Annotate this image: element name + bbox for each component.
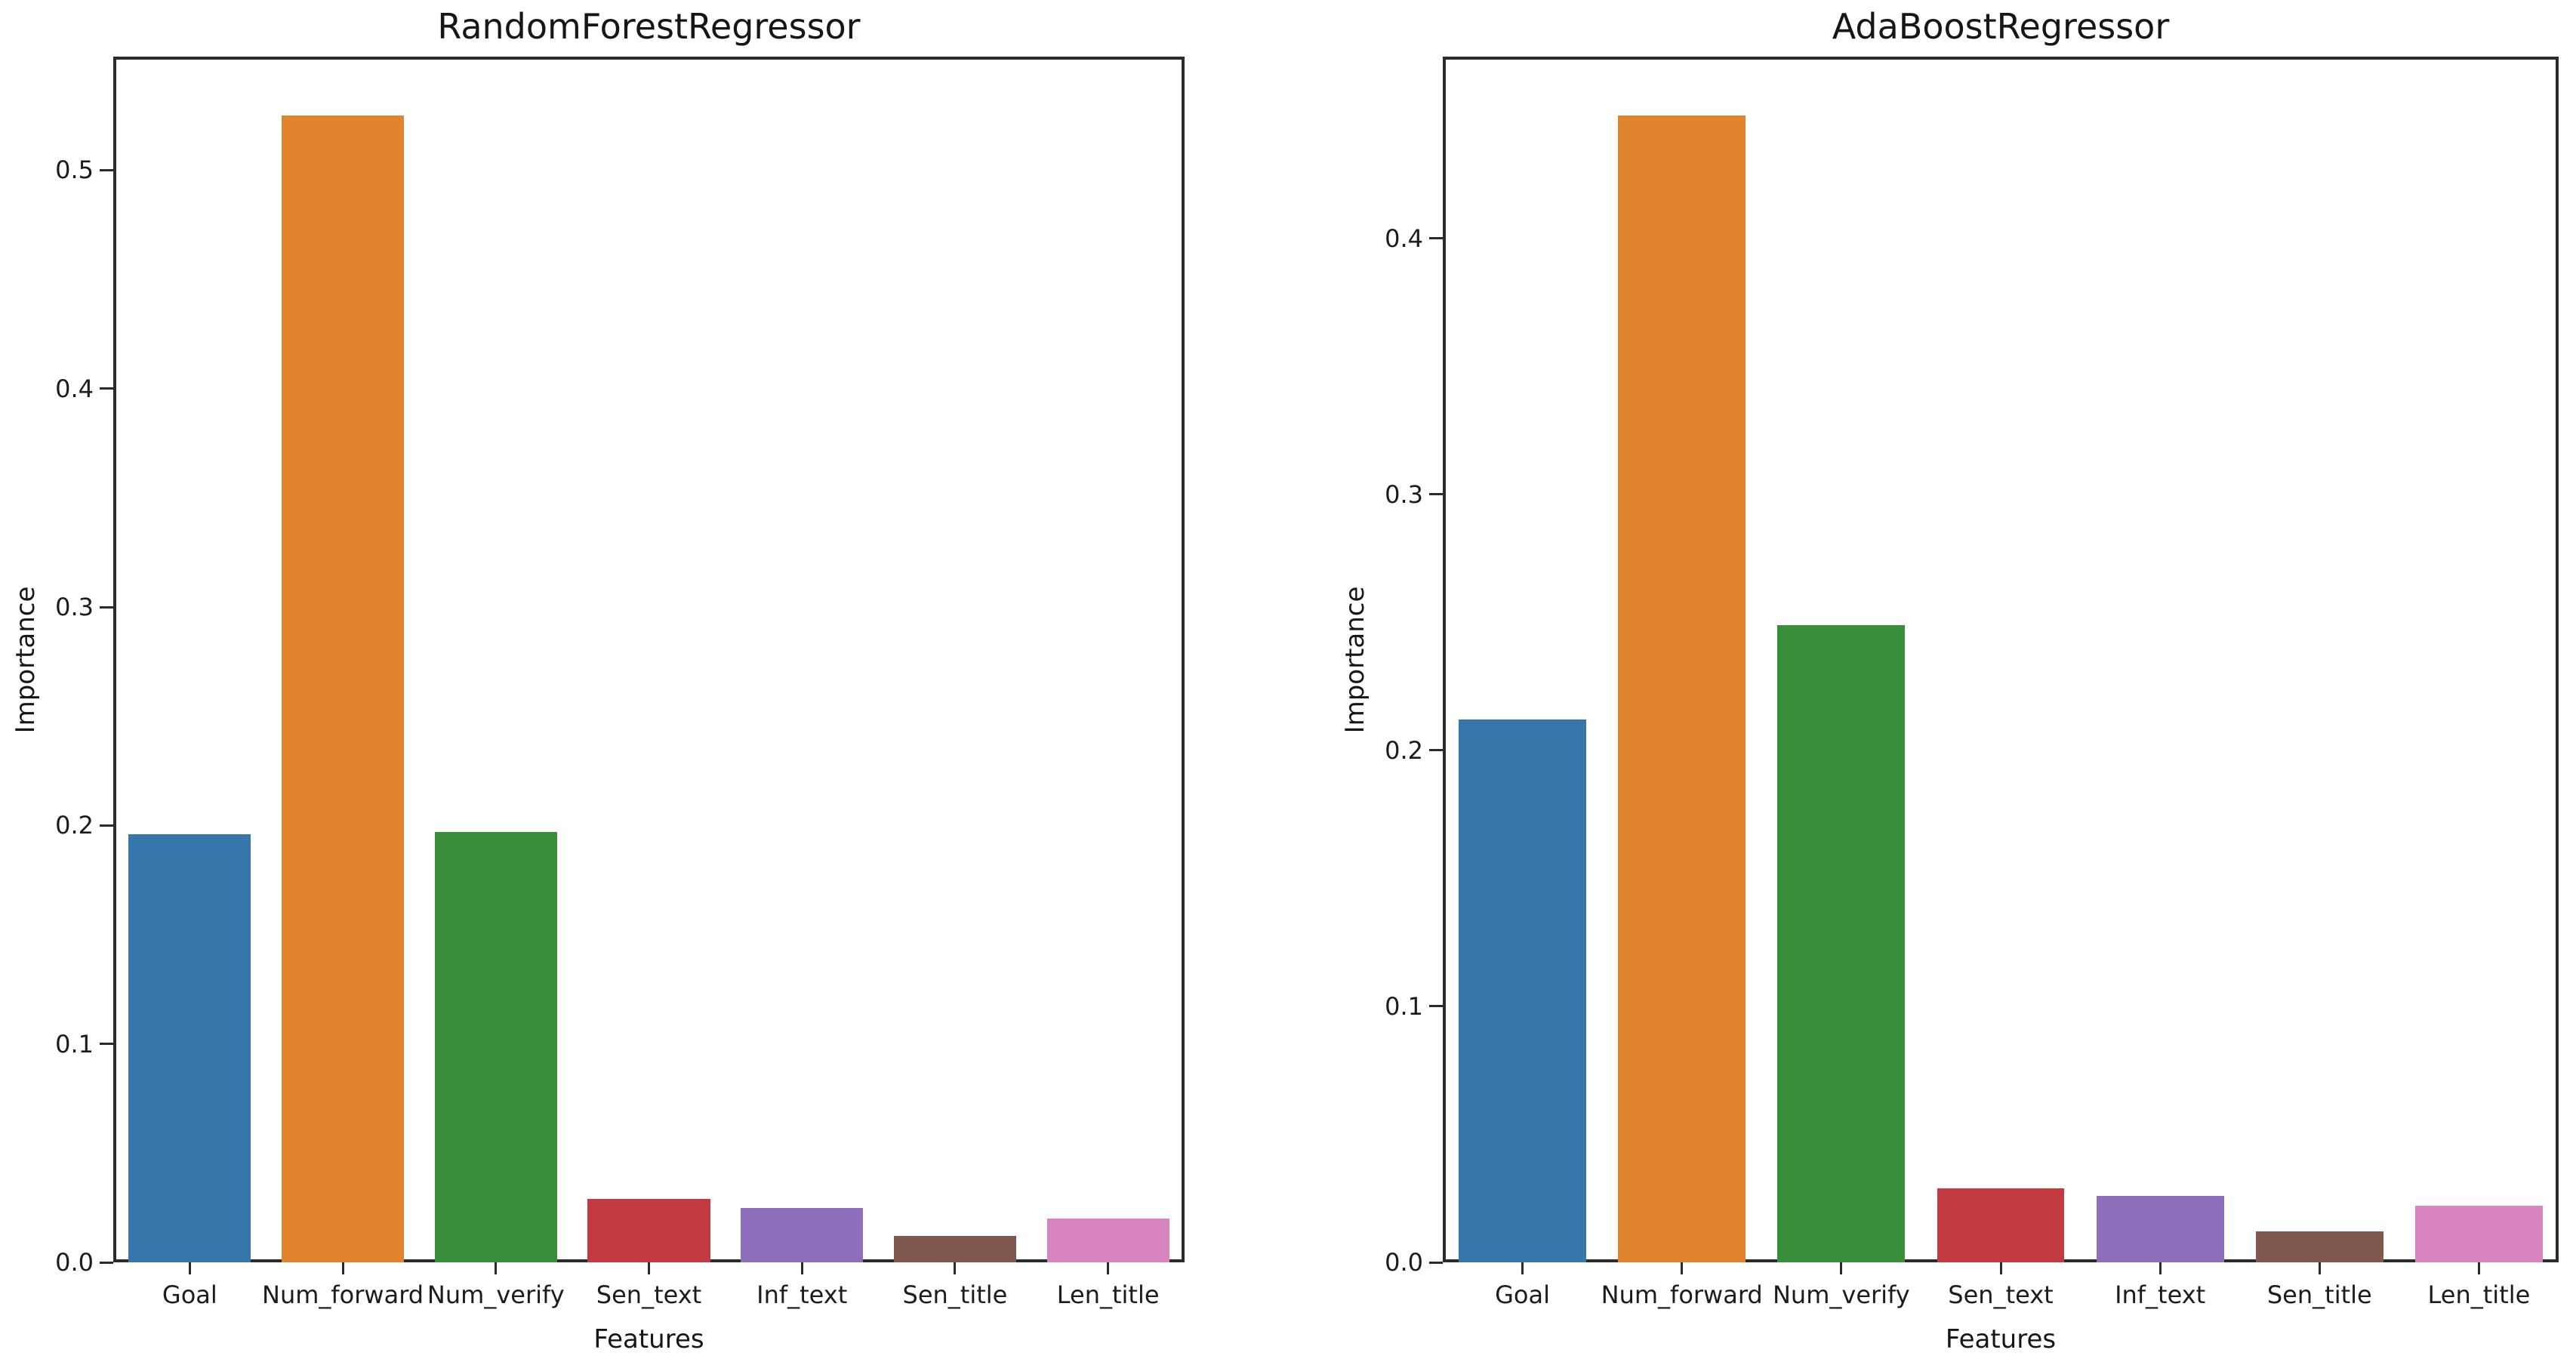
y-tick-label: 0.0 — [1385, 1248, 1423, 1277]
y-tick-label: 0.2 — [55, 811, 94, 840]
bar-sen_text — [587, 1199, 710, 1262]
x-tick-label: Inf_text — [2115, 1280, 2206, 1309]
y-tick-label: 0.1 — [55, 1029, 94, 1058]
x-tick-label: Num_forward — [262, 1280, 424, 1309]
x-tick-label: Num_verify — [427, 1280, 565, 1309]
bar-inf_text — [2096, 1195, 2224, 1262]
y-tick-mark — [1429, 1261, 1443, 1264]
y-tick-mark — [100, 824, 113, 827]
bar-inf_text — [741, 1207, 864, 1262]
x-tick-label: Num_verify — [1772, 1280, 1910, 1309]
x-tick-mark — [954, 1262, 957, 1274]
x-tick-mark — [2158, 1262, 2162, 1274]
y-tick-mark — [100, 1043, 113, 1046]
y-tick-mark — [1429, 749, 1443, 752]
x-tick-label: Goal — [162, 1280, 217, 1309]
bar-num_verify — [1777, 624, 1906, 1262]
x-tick-label: Len_title — [1056, 1280, 1160, 1309]
y-tick-mark — [1429, 493, 1443, 496]
x-tick-label: Sen_text — [596, 1280, 702, 1309]
bar-len_title — [1046, 1219, 1169, 1262]
x-axis-label: Features — [593, 1324, 704, 1354]
bar-num_forward — [281, 116, 405, 1262]
y-tick-mark — [100, 387, 113, 390]
x-tick-mark — [800, 1262, 803, 1274]
bar-goal — [1459, 720, 1587, 1262]
y-tick-label: 0.5 — [55, 156, 94, 185]
y-tick-mark — [1429, 237, 1443, 240]
x-tick-mark — [1107, 1262, 1110, 1274]
x-tick-mark — [188, 1262, 191, 1274]
bar-sen_title — [2255, 1231, 2383, 1262]
chart-title: AdaBoostRegressor — [1832, 6, 2170, 47]
bar-goal — [128, 834, 251, 1262]
bar-len_title — [2414, 1206, 2543, 1262]
x-tick-label: Len_title — [2427, 1280, 2531, 1309]
chart-title: RandomForestRegressor — [437, 6, 861, 47]
y-tick-label: 0.1 — [1385, 991, 1423, 1021]
y-tick-label: 0.3 — [55, 593, 94, 622]
x-tick-label: Inf_text — [756, 1280, 848, 1309]
x-tick-label: Sen_title — [902, 1280, 1008, 1309]
bar-num_verify — [434, 832, 557, 1262]
x-tick-mark — [2318, 1262, 2321, 1274]
y-tick-label: 0.4 — [55, 374, 94, 403]
x-tick-mark — [1681, 1262, 1684, 1274]
y-tick-label: 0.3 — [1385, 479, 1423, 509]
y-tick-mark — [1429, 1005, 1443, 1008]
y-tick-mark — [100, 606, 113, 609]
bar-num_forward — [1618, 115, 1746, 1262]
x-tick-mark — [495, 1262, 498, 1274]
x-axis-label: Features — [1945, 1324, 2057, 1354]
plot-area — [1443, 57, 2559, 1262]
x-tick-mark — [341, 1262, 344, 1274]
y-tick-label: 0.0 — [55, 1248, 94, 1277]
axes-spines — [113, 57, 1185, 1262]
y-tick-label: 0.4 — [1385, 223, 1423, 253]
x-tick-mark — [1521, 1262, 1524, 1274]
x-tick-mark — [1999, 1262, 2002, 1274]
x-tick-mark — [1840, 1262, 1843, 1274]
x-tick-label: Sen_text — [1948, 1280, 2054, 1309]
x-tick-label: Goal — [1495, 1280, 1550, 1309]
x-tick-label: Sen_title — [2266, 1280, 2372, 1309]
x-tick-mark — [2477, 1262, 2480, 1274]
axes-spines — [1443, 57, 2559, 1262]
y-tick-label: 0.2 — [1385, 735, 1423, 765]
x-tick-label: Num_forward — [1601, 1280, 1763, 1309]
bar-sen_text — [1937, 1188, 2065, 1262]
y-tick-mark — [100, 168, 113, 171]
plot-area — [113, 57, 1185, 1262]
bar-sen_title — [893, 1236, 1016, 1262]
x-tick-mark — [648, 1262, 650, 1274]
y-tick-mark — [100, 1261, 113, 1264]
